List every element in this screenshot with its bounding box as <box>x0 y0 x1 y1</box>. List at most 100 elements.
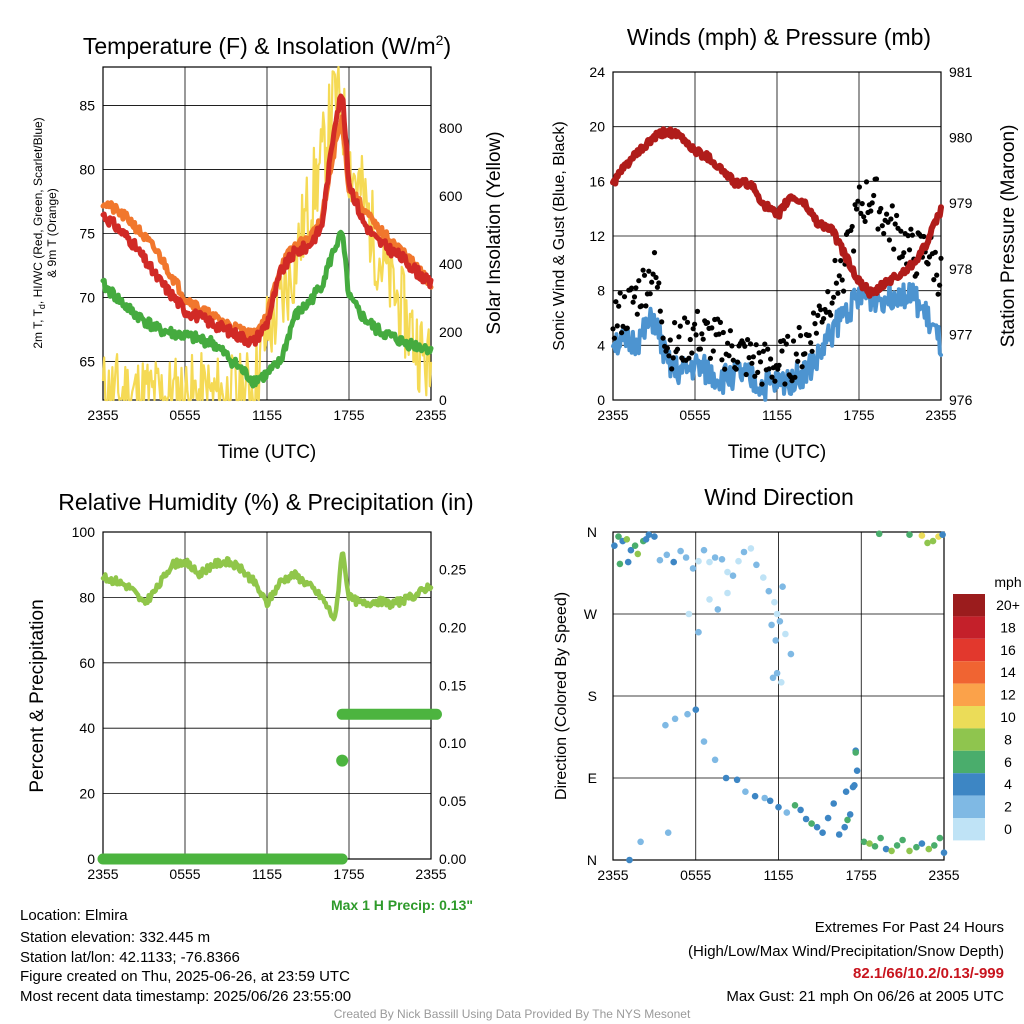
gust-point <box>862 218 868 224</box>
wind-panel-xtick-label: 1755 <box>843 407 874 423</box>
direction-point <box>835 831 843 838</box>
solar-y2tick-label: 800 <box>439 120 463 136</box>
gust-point <box>692 321 698 327</box>
gust-point <box>630 299 636 305</box>
direction-point <box>853 767 861 774</box>
gust-point <box>621 294 628 300</box>
gust-point <box>676 334 682 340</box>
extremes-title: Extremes For Past 24 Hours <box>814 919 1004 936</box>
direction-point <box>711 554 719 561</box>
gust-point <box>938 255 944 261</box>
temp-ylabel-sub: d <box>37 304 47 309</box>
max-precip-annotation: Max 1 H Precip: 0.13" <box>331 897 473 913</box>
gust-point <box>813 330 820 336</box>
colorbar-label: 10 <box>1000 709 1016 725</box>
temp-ytick-label: 75 <box>79 226 95 242</box>
gust-point <box>881 230 887 237</box>
sonic-wind-line <box>611 279 943 402</box>
direction-point <box>692 706 700 713</box>
direction-panel-xtick-label: 1755 <box>846 867 877 883</box>
gust-point <box>795 358 801 364</box>
direction-point <box>936 834 944 842</box>
gust-point <box>664 345 671 351</box>
direction-panel-xtick-label: 2355 <box>597 867 628 883</box>
precip-y2tick-label: 0.00 <box>439 851 466 867</box>
gust-point <box>653 274 659 281</box>
gust-point <box>643 303 649 309</box>
direction-point <box>735 557 742 565</box>
gust-point <box>779 348 785 354</box>
direction-point <box>924 539 931 547</box>
direction-point <box>882 845 890 853</box>
direction-point <box>651 533 658 540</box>
direction-point <box>689 565 697 572</box>
gust-point <box>617 290 623 296</box>
temp-panel-xtick-label: 2355 <box>87 407 118 423</box>
direction-ytick-label: N <box>587 852 597 868</box>
gust-point <box>684 319 691 325</box>
gust-point <box>641 272 648 278</box>
gust-point <box>861 214 867 220</box>
temp-title-sup: 2 <box>436 32 444 48</box>
gust-point <box>631 294 638 300</box>
colorbar-swatch <box>953 661 985 684</box>
precip-y2tick-label: 0.20 <box>439 619 466 635</box>
direction-point <box>706 558 713 566</box>
gust-point <box>669 366 675 372</box>
wind-ytick-label: 20 <box>589 119 605 135</box>
gust-point <box>765 346 771 352</box>
gust-point <box>810 310 817 316</box>
colorbar-label: 14 <box>1000 664 1016 680</box>
gust-point <box>670 355 676 361</box>
gust-point <box>886 237 893 243</box>
gust-point <box>687 336 693 343</box>
solar-insolation-line <box>101 65 433 402</box>
temp-panel-xtick-label: 0555 <box>169 407 200 423</box>
direction-point <box>706 596 713 603</box>
direction-point <box>769 674 777 682</box>
gust-point <box>710 348 716 354</box>
gust-point <box>863 179 870 185</box>
temp-ylabel-2: & 9m T (Orange) <box>45 188 59 278</box>
colorbar-label: 20+ <box>996 597 1020 613</box>
gust-point <box>859 201 865 207</box>
wind-panel-xtick-label: 2355 <box>925 407 956 423</box>
direction-point <box>906 847 913 855</box>
gust-point <box>610 326 616 332</box>
gust-point <box>750 354 757 360</box>
direction-point <box>888 847 895 855</box>
gust-point <box>725 340 731 346</box>
gust-point <box>619 330 625 336</box>
colorbar-swatch <box>953 750 985 774</box>
direction-point <box>778 679 785 686</box>
direction-point <box>783 809 791 816</box>
gust-point <box>815 312 821 318</box>
gust-point <box>818 307 824 313</box>
gust-point <box>888 216 894 222</box>
rh-panel-xtick-label: 2355 <box>87 866 118 882</box>
direction-point <box>779 583 786 590</box>
gust-point <box>809 348 815 354</box>
direction-point <box>627 546 635 554</box>
gust-point <box>753 342 759 348</box>
gust-point <box>742 343 748 349</box>
direction-point <box>925 845 933 853</box>
direction-point <box>846 811 854 818</box>
gust-point <box>762 341 768 347</box>
direction-point <box>656 556 664 564</box>
direction-point <box>906 531 913 538</box>
colorbar-swatch <box>953 773 985 796</box>
temp-panel-xtick-label: 2355 <box>415 407 446 423</box>
direction-point <box>866 840 873 847</box>
gust-point <box>812 321 818 327</box>
gust-point <box>649 279 655 285</box>
precip-total-point <box>336 754 349 767</box>
temperature-2m-line <box>100 93 434 348</box>
gust-point <box>633 285 639 291</box>
gust-point <box>757 359 764 365</box>
precip-y2tick-label: 0.15 <box>439 677 466 693</box>
wind-ytick-label: 4 <box>597 337 605 353</box>
direction-point <box>802 815 810 823</box>
colorbar-swatch <box>953 795 985 818</box>
